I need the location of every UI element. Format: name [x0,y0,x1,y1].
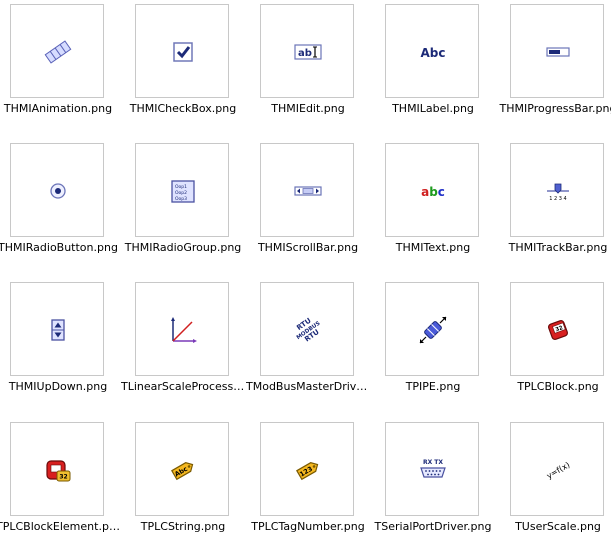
file-name: TLinearScaleProcesso... [121,380,245,393]
radiogroup-option-3: Oop3 [175,196,187,202]
file-name: TSerialPortDriver.png [374,520,492,533]
file-item[interactable]: Abc THMILabel.png [375,0,497,134]
file-name: THMIRadioGroup.png [124,241,242,254]
checkbox-icon [173,42,193,62]
radiobutton-icon [50,183,66,199]
plc-block-icon: 32 [547,319,569,341]
file-item[interactable]: RX TX TSerialPortDriver.png [375,418,497,538]
thumbnail[interactable] [10,4,104,98]
thumbnail[interactable] [10,143,104,237]
text-icon: abc [421,185,445,199]
file-item[interactable]: THMIScrollBar.png [250,139,372,273]
file-item[interactable]: THMIProgressBar.png [500,0,611,134]
text-icon-b: b [429,185,438,199]
file-name: TPLCBlock.png [517,380,599,393]
file-item[interactable]: THMIUpDown.png [0,278,122,412]
file-name: TPLCBlockElement.png [0,520,120,533]
user-scale-icon: y=f(x) [545,460,571,480]
trackbar-ticks: 1 2 3 4 [549,196,567,202]
label-icon-text: Abc [421,46,446,60]
pipe-icon [419,316,447,344]
file-name: TUserScale.png [515,520,601,533]
serial-port-text: RX TX [423,459,443,466]
file-item[interactable]: THMIRadioButton.png [0,139,122,273]
thumbnail[interactable] [260,143,354,237]
radiogroup-option-1: Oop1 [175,184,187,190]
linear-scale-icon [171,317,197,343]
file-name: THMITrackBar.png [508,241,608,254]
file-item[interactable]: 123 TPLCTagNumber.png [250,418,372,538]
file-item[interactable]: 32 TPLCBlockElement.png [0,418,122,538]
file-name: TPIPE.png [405,380,461,393]
radiogroup-icon: Oop1 Oop2 Oop3 [171,180,195,203]
file-item[interactable]: THMIAnimation.png [0,0,122,134]
file-item[interactable]: 32 TPLCBlock.png [500,278,611,412]
trackbar-icon: 1 2 3 4 [547,183,569,202]
file-item[interactable]: abc THMIText.png [375,139,497,273]
plc-block-element-text: 32 [59,474,67,481]
file-name: THMIEdit.png [271,102,345,115]
animation-icon [44,40,72,64]
thumbnail[interactable]: RX TX [385,422,479,516]
file-item[interactable]: Oop1 Oop2 Oop3 THMIRadioGroup.png [125,139,247,273]
thumbnail[interactable]: ab [260,4,354,98]
thumbnail[interactable]: 123 [260,422,354,516]
thumbnail[interactable]: 1 2 3 4 [510,143,604,237]
file-item[interactable]: Abc TPLCString.png [125,418,247,538]
file-name: THMIText.png [395,241,471,254]
thumbnail[interactable]: abc [385,143,479,237]
label-icon: Abc [421,46,446,60]
plc-block-text: 32 [555,325,564,333]
thumbnail[interactable]: y=f(x) [510,422,604,516]
thumbnail[interactable]: Abc [385,4,479,98]
thumbnail[interactable] [510,4,604,98]
file-name: TModBusMasterDriver.... [246,380,370,393]
file-name: TPLCTagNumber.png [251,520,365,533]
text-icon-a: a [421,185,429,199]
thumbnail[interactable]: Abc [135,422,229,516]
thumbnail[interactable] [135,4,229,98]
file-item[interactable]: RTU MODBUS RTU TModBusMasterDriver.... [246,278,372,412]
modbus-icon: RTU MODBUS RTU [295,316,321,343]
file-item[interactable]: y=f(x) TUserScale.png [500,418,611,538]
thumbnail[interactable]: RTU MODBUS RTU [260,282,354,376]
edit-icon-text: ab [298,48,312,59]
file-item[interactable]: TLinearScaleProcesso... [121,278,247,412]
file-name: THMIRadioButton.png [0,241,118,254]
thumbnail[interactable] [10,282,104,376]
thumbnail[interactable]: Oop1 Oop2 Oop3 [135,143,229,237]
file-name: THMILabel.png [392,102,474,115]
radiogroup-option-2: Oop2 [175,190,187,196]
file-item[interactable]: ab THMIEdit.png [250,0,372,134]
thumbnail[interactable]: 32 [510,282,604,376]
edit-icon: ab [294,44,322,60]
plc-block-element-icon: 32 [46,460,71,482]
updown-icon [51,319,65,341]
file-item[interactable]: TPIPE.png [375,278,497,412]
file-name: TPLCString.png [140,520,226,533]
file-name: THMIAnimation.png [3,102,113,115]
scrollbar-icon [294,186,322,196]
user-scale-text: y=f(x) [545,460,571,480]
file-name: THMICheckBox.png [129,102,237,115]
thumbnail[interactable] [385,282,479,376]
thumbnail[interactable]: 32 [10,422,104,516]
text-icon-c: c [438,185,445,199]
progressbar-icon [546,47,570,57]
file-item[interactable]: THMICheckBox.png [125,0,247,134]
file-name: THMIScrollBar.png [257,241,359,254]
plc-string-icon: Abc [171,462,194,481]
plc-tag-number-icon: 123 [296,462,319,481]
file-item[interactable]: 1 2 3 4 THMITrackBar.png [500,139,611,273]
file-name: THMIProgressBar.png [499,102,611,115]
serial-port-icon: RX TX [420,459,446,478]
svg-text:abc: abc [421,185,445,199]
file-name: THMIUpDown.png [8,380,108,393]
thumbnail[interactable] [135,282,229,376]
